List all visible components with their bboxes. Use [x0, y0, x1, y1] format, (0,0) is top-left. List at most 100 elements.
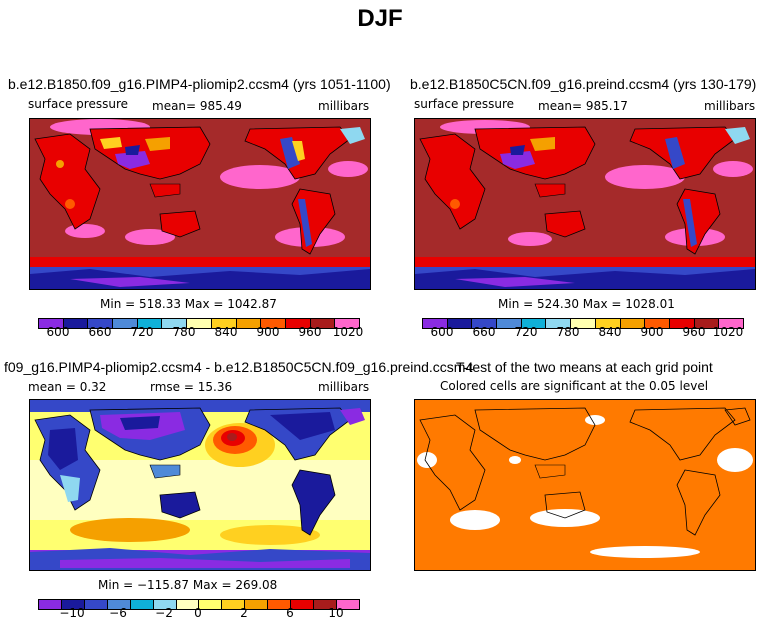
high-pressure-cell: [713, 161, 753, 177]
coastline-maritime: [534, 464, 566, 479]
panel4-subtitle: Colored cells are significant at the 0.0…: [440, 379, 709, 393]
high-pressure-cell: [328, 161, 368, 177]
panel2-units: millibars: [704, 99, 756, 113]
colorbar-swatch: [39, 319, 64, 328]
colorbar-swatch: [153, 600, 177, 609]
not-significant-region: [450, 510, 500, 530]
colorbar-swatch: [719, 319, 743, 328]
colorbar-tick: 720: [514, 325, 538, 339]
tibet-low: [125, 145, 140, 155]
not-significant-region: [509, 456, 521, 464]
tibet-low: [510, 145, 525, 155]
colorbar-swatch: [130, 600, 154, 609]
colorbar-tick: −6: [109, 606, 127, 620]
colorbar-swatch: [176, 600, 200, 609]
high-pressure-cell: [220, 165, 300, 189]
colorbar-swatch: [61, 600, 85, 609]
terrain-spot: [65, 199, 75, 209]
colorbar-tick: 780: [556, 325, 580, 339]
coastline-asia: [474, 407, 596, 461]
land-maritime: [534, 183, 566, 198]
panel3-rmse: rmse = 15.36: [150, 380, 233, 394]
not-significant-region: [417, 452, 437, 468]
colorbar-tick: 960: [682, 325, 706, 339]
coastline-greenland: [724, 407, 751, 426]
antarctica: [60, 558, 350, 568]
panel3-title: f09_g16.PIMP4-pliomip2.ccsm4 - b.e12.B18…: [4, 359, 474, 375]
antarctica-interior: [70, 277, 190, 287]
colorbar-tick: 10: [328, 606, 344, 620]
land-asia: [474, 126, 596, 180]
figure-title: DJF: [357, 5, 403, 32]
andes-low: [298, 199, 312, 247]
coastline-south-america: [676, 469, 721, 536]
terrain-spot: [56, 160, 64, 168]
colorbar-tick: 720: [130, 325, 154, 339]
panel2-minmax: Min = 524.30 Max = 1028.01: [498, 297, 675, 311]
high-pressure-cell: [605, 165, 685, 189]
colorbar-swatch: [88, 319, 114, 328]
colorbar-swatch: [199, 600, 223, 609]
not-significant-region: [717, 448, 753, 472]
colorbar-swatch: [222, 600, 246, 609]
greenland: [340, 127, 365, 144]
panel1-mean: mean= 985.49: [152, 99, 242, 113]
colorbar-swatch: [310, 319, 336, 328]
high-pressure-cell: [65, 224, 105, 238]
panel2-colorbar: [422, 318, 744, 329]
negative-anomaly: [340, 408, 365, 425]
negative-anomaly: [270, 412, 335, 440]
colorbar-swatch: [39, 600, 62, 609]
land-australia: [159, 491, 201, 519]
positive-anomaly: [70, 518, 190, 542]
colorbar-tick: 840: [214, 325, 238, 339]
colorbar-swatch: [336, 600, 359, 609]
colorbar-tick: 600: [430, 325, 454, 339]
panel3-colorbar: [38, 599, 360, 610]
land-maritime: [149, 464, 181, 479]
panel2-variable: surface pressure: [414, 97, 514, 111]
colorbar-swatch: [521, 319, 547, 328]
colorbar-tick: 2: [240, 606, 248, 620]
negative-anomaly: [120, 416, 160, 430]
colorbar-tick: 600: [46, 325, 70, 339]
colorbar-swatch: [497, 319, 522, 328]
colorbar-tick: 840: [598, 325, 622, 339]
colorbar-swatch: [268, 600, 292, 609]
panel2-map: [414, 118, 756, 290]
positive-anomaly: [227, 433, 237, 441]
colorbar-swatch: [162, 319, 188, 328]
colorbar-swatch: [694, 319, 720, 328]
colorbar-tick: −10: [59, 606, 85, 620]
colorbar-swatch: [546, 319, 572, 328]
greenland: [725, 127, 750, 144]
significant-field: [415, 400, 755, 570]
colorbar-swatch: [423, 319, 448, 328]
colorbar-tick: 6: [286, 606, 294, 620]
panel1-variable: surface pressure: [28, 97, 128, 111]
colorbar-swatch: [236, 319, 262, 328]
negative-anomaly: [60, 475, 80, 502]
andes-low: [683, 199, 697, 247]
panel2-mean: mean= 985.17: [538, 99, 628, 113]
colorbar-tick: 1020: [332, 325, 364, 339]
panel1-minmax: Min = 518.33 Max = 1042.87: [100, 297, 277, 311]
southern-ocean-band: [415, 257, 755, 267]
terrain-spot: [292, 141, 305, 161]
colorbar-swatch: [187, 319, 212, 328]
terrain-spot: [145, 137, 170, 151]
panel1-title: b.e12.B1850.f09_g16.PIMP4-pliomip2.ccsm4…: [8, 76, 391, 92]
colorbar-swatch: [113, 319, 138, 328]
terrain-spot: [100, 137, 122, 149]
colorbar-tick: 900: [640, 325, 664, 339]
panel2-title: b.e12.B1850C5CN.f09_g16.preind.ccsm4 (yr…: [410, 76, 757, 92]
coastline-africa-europe: [419, 414, 486, 511]
colorbar-swatch: [595, 319, 621, 328]
colorbar-swatch: [261, 319, 286, 328]
land-australia: [544, 210, 586, 238]
colorbar-swatch: [620, 319, 646, 328]
rockies-low: [280, 137, 300, 169]
colorbar-tick: 660: [88, 325, 112, 339]
southern-ocean-band: [30, 257, 370, 267]
tibet-low: [115, 151, 150, 169]
